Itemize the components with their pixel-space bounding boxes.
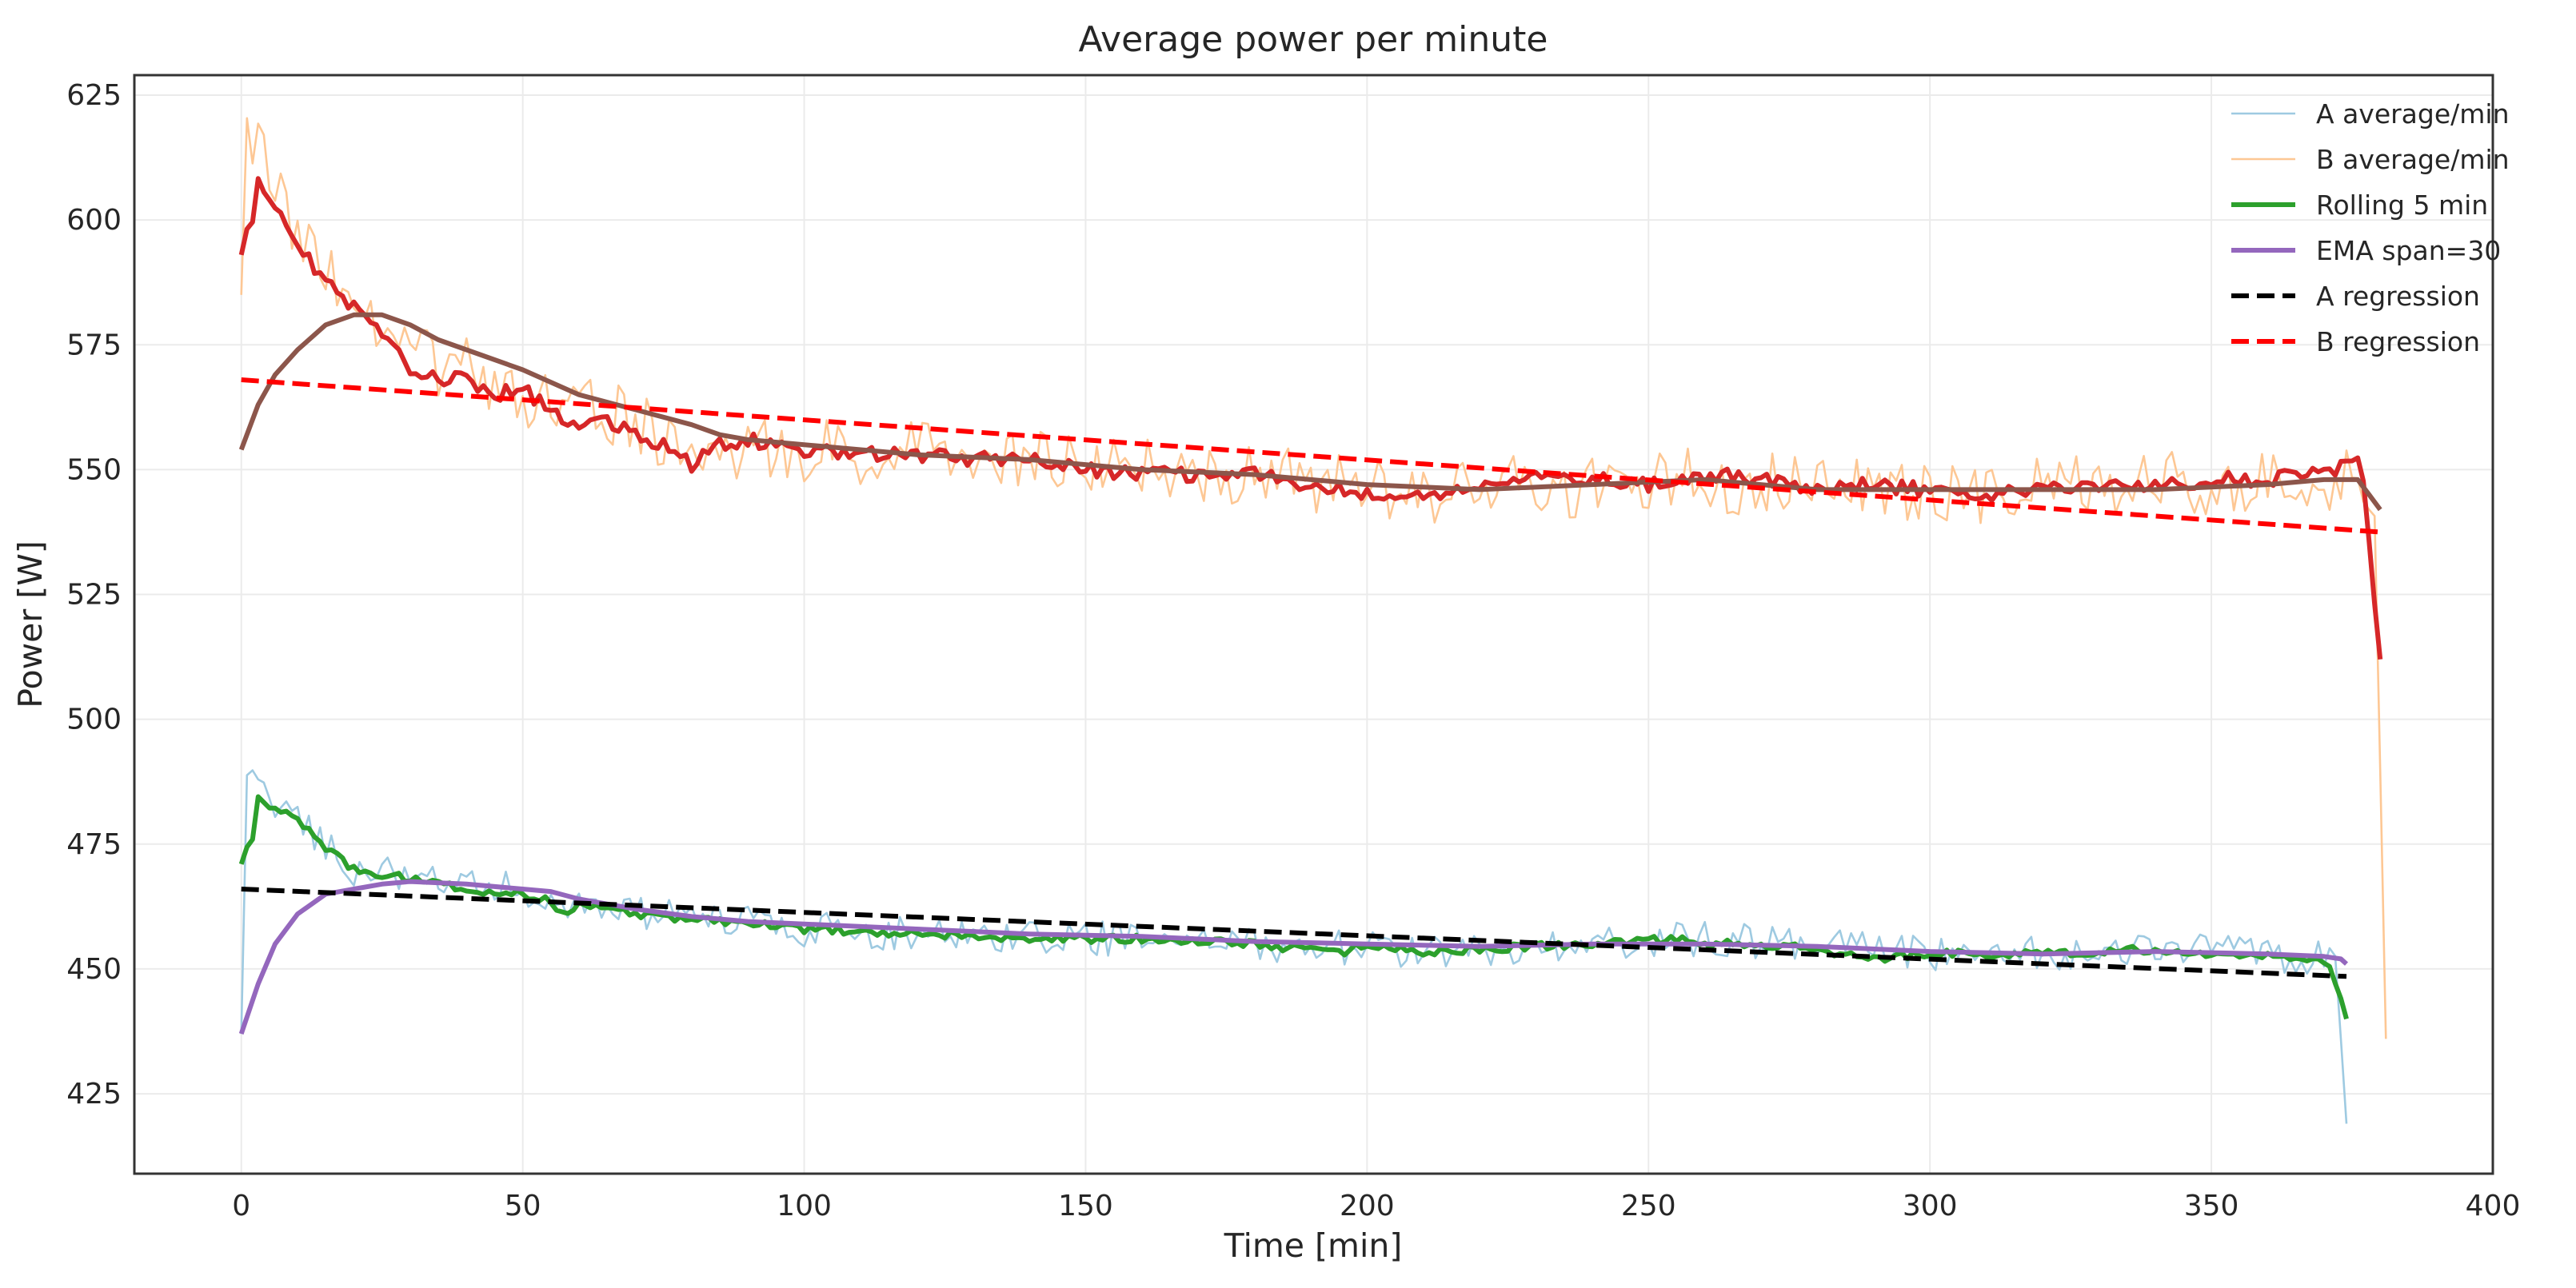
legend-label: Rolling 5 min bbox=[2316, 189, 2488, 221]
x-tick-label: 400 bbox=[2466, 1190, 2521, 1222]
plot-frame bbox=[133, 74, 2494, 1175]
x-tick-label: 250 bbox=[1621, 1190, 1676, 1222]
series-line-series-6 bbox=[238, 312, 2382, 512]
x-axis-label: Time [min] bbox=[1224, 1226, 1403, 1265]
legend-label: B regression bbox=[2316, 326, 2480, 357]
x-tick-label: 50 bbox=[505, 1190, 541, 1222]
series-line-a-regression bbox=[241, 887, 2347, 979]
y-tick-label: 600 bbox=[66, 204, 122, 237]
series-line-series-5 bbox=[238, 176, 2383, 660]
x-tick-label: 300 bbox=[1903, 1190, 1958, 1222]
axis-ticks: 0 50 100 150 200 250 300 350 400 425 450 475 500 525 5… bbox=[66, 79, 2520, 1222]
x-tick-label: 100 bbox=[777, 1190, 832, 1222]
y-tick-label: 525 bbox=[66, 579, 122, 612]
legend-label: B average/min bbox=[2316, 144, 2510, 175]
y-tick-label: 625 bbox=[66, 79, 122, 112]
series-line-b-regression bbox=[241, 377, 2381, 535]
x-tick-label: 200 bbox=[1340, 1190, 1395, 1222]
legend-label: A average/min bbox=[2316, 98, 2510, 130]
x-tick-label: 350 bbox=[2184, 1190, 2239, 1222]
legend-label: EMA span=30 bbox=[2316, 235, 2501, 266]
y-axis-label: Power [W] bbox=[11, 540, 50, 708]
grid bbox=[134, 75, 2494, 1174]
x-tick-label: 150 bbox=[1058, 1190, 1113, 1222]
series-line-b-average-min bbox=[240, 117, 2387, 1039]
y-tick-label: 500 bbox=[66, 704, 122, 736]
y-tick-label: 450 bbox=[66, 953, 122, 986]
y-tick-label: 575 bbox=[66, 329, 122, 361]
chart-title: Average power per minute bbox=[1079, 19, 1548, 60]
y-tick-label: 425 bbox=[66, 1078, 122, 1111]
legend-label: A regression bbox=[2316, 281, 2480, 312]
y-tick-label: 550 bbox=[66, 453, 122, 486]
legend: A average/min B average/min Rolling 5 min E… bbox=[2231, 98, 2510, 357]
x-tick-label: 0 bbox=[232, 1190, 250, 1222]
series-layer bbox=[238, 117, 2387, 1124]
y-tick-label: 475 bbox=[66, 828, 122, 861]
series-line-ema-span-30 bbox=[238, 879, 2349, 1035]
series-line-rolling-5-min bbox=[238, 794, 2349, 1020]
